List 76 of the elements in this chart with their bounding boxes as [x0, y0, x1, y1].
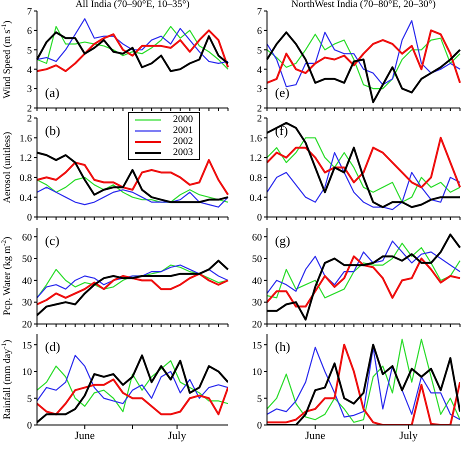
y-tick-label: 1.6 [250, 133, 262, 144]
line-series [266, 20, 461, 88]
y-tick-label: 7 [27, 6, 32, 18]
line-series [266, 137, 461, 203]
y-tick-label: 6 [27, 26, 32, 37]
y-tick-label: 7 [257, 6, 262, 18]
y-tick-label: 5 [27, 45, 32, 56]
y-tick-label: 6 [257, 26, 262, 37]
annotation: (a) [45, 85, 60, 100]
annotation: (b) [45, 123, 60, 138]
y-tick-label: 2 [257, 114, 262, 125]
annotation: (e) [275, 85, 290, 100]
legend-label: 2001 [173, 125, 193, 136]
y-tick-label: 1.2 [250, 153, 262, 164]
line-series [266, 255, 461, 308]
y-tick-label: 0.4 [250, 192, 262, 204]
y-tick-label: 40 [252, 276, 262, 287]
y-tick-label: 60 [252, 232, 262, 244]
annotation: (h) [275, 339, 290, 354]
y-tick-label: 0 [27, 420, 32, 432]
legend-label: 2002 [173, 136, 193, 147]
y-tick-label: 30 [22, 298, 32, 309]
y-tick-label: 3 [27, 84, 32, 96]
y-tick-label: 0.4 [20, 192, 32, 204]
line-series [37, 360, 228, 412]
y-axis-title: Aerosol (unitless) [2, 132, 13, 204]
line-series [266, 136, 461, 188]
line-series [36, 186, 229, 208]
y-tick-label: 0 [257, 420, 262, 432]
y-tick-label: 4 [27, 64, 32, 76]
chart-title: NorthWest India (70–80°E, 20–30°) [290, 0, 437, 10]
y-tick-label: 3 [257, 84, 262, 96]
y-tick-label: 2 [27, 104, 32, 115]
line-series [36, 18, 229, 64]
annotation: (d) [45, 339, 60, 354]
y-tick-label: 0.8 [20, 172, 32, 184]
line-series [266, 29, 461, 84]
y-tick-label: 40 [22, 276, 32, 287]
y-tick-label: 2 [257, 104, 262, 115]
x-tick-label: June [74, 430, 95, 442]
y-tick-label: 5 [27, 394, 32, 405]
y-tick-label: 15 [252, 340, 262, 352]
y-tick-label: 10 [22, 367, 32, 378]
y-tick-label: 4 [257, 64, 262, 76]
y-tick-label: 5 [257, 45, 262, 56]
line-series [36, 176, 229, 203]
line-series [36, 264, 229, 298]
y-tick-label: 5 [257, 394, 262, 405]
line-series [266, 152, 461, 210]
y-tick-label: 0 [257, 212, 262, 224]
x-tick-label: June [305, 430, 326, 442]
annotation: (c) [45, 233, 60, 248]
y-tick-label: 15 [22, 340, 32, 352]
legend-label: 2000 [173, 114, 193, 125]
line-series [37, 354, 228, 404]
y-tick-label: 0 [27, 212, 32, 224]
annotation: (g) [275, 233, 290, 248]
line-series [36, 159, 229, 196]
y-tick-label: 2 [27, 114, 32, 125]
y-tick-label: 1.6 [20, 133, 32, 144]
line-series [266, 34, 461, 90]
y-tick-label: 1.2 [20, 153, 32, 164]
y-tick-label: 30 [252, 298, 262, 309]
x-tick-label: July [399, 430, 418, 442]
y-tick-label: 50 [252, 254, 262, 266]
legend-label: 2003 [173, 147, 193, 158]
y-tick-label: 0.8 [250, 172, 262, 184]
y-tick-label: 20 [252, 320, 262, 331]
line-series [36, 272, 229, 306]
y-tick-label: 20 [22, 320, 32, 331]
x-tick-label: July [168, 430, 187, 442]
y-tick-label: 50 [22, 254, 32, 266]
y-tick-label: 60 [22, 232, 32, 244]
line-series [37, 378, 228, 416]
chart-title: All India (70–90°E, 10–35°) [74, 0, 191, 10]
y-tick-label: 10 [252, 367, 262, 378]
